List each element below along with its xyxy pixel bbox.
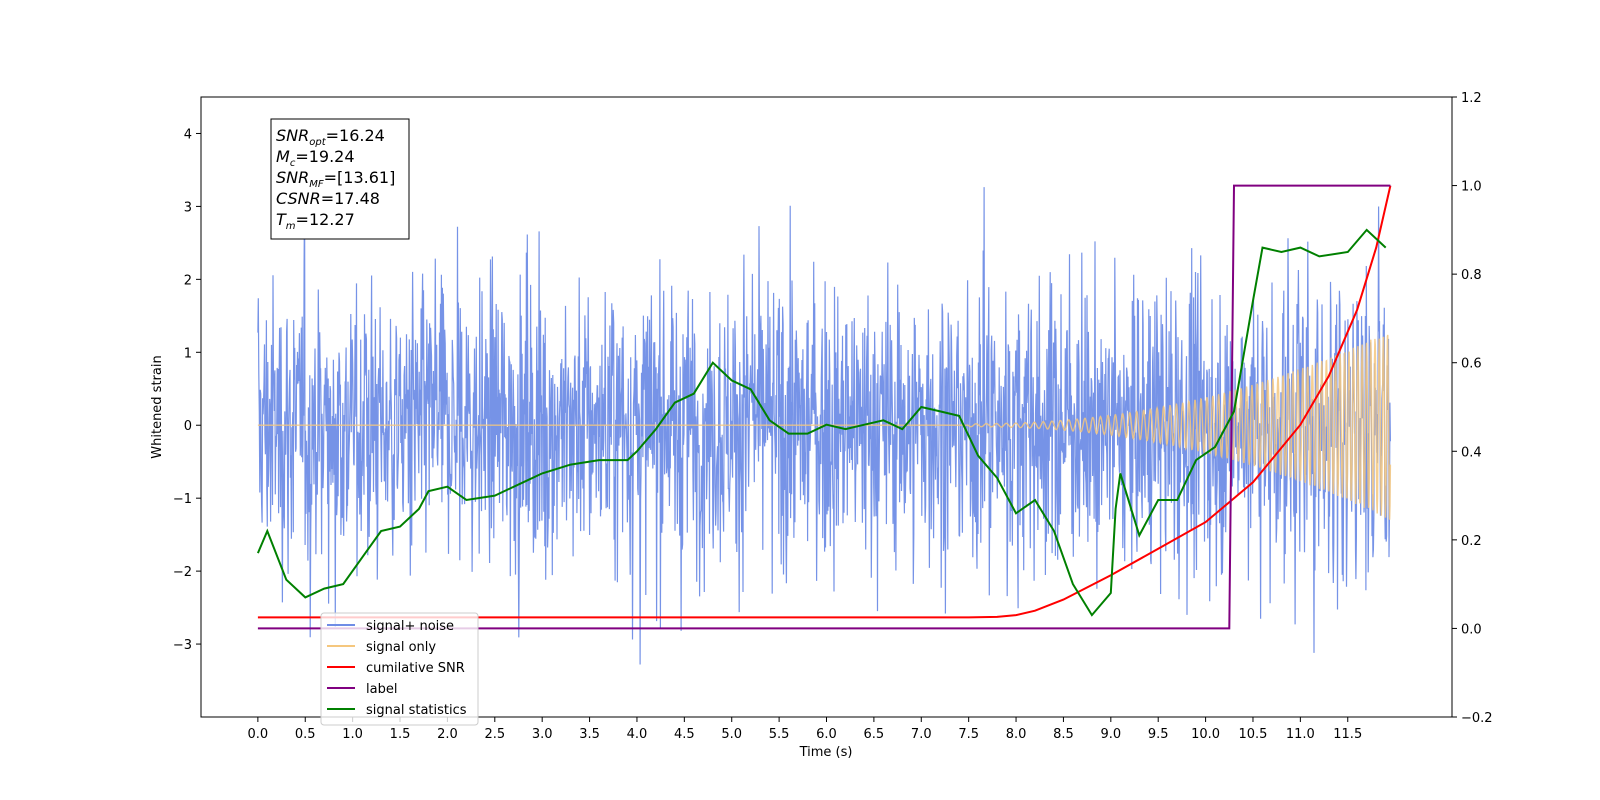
x-tick-label: 4.5 <box>674 727 695 742</box>
x-tick-label: 6.5 <box>864 727 885 742</box>
info-box-frame <box>270 118 410 240</box>
info-line: Tm=12.27 <box>276 210 355 232</box>
info-line: Mc=19.24 <box>276 147 355 169</box>
y-right-tick-label: 0.6 <box>1461 357 1482 372</box>
x-tick-label: 8.5 <box>1053 727 1074 742</box>
y-left-tick-label: 2 <box>184 273 192 288</box>
info-line: SNRopt=16.24 <box>276 126 385 148</box>
x-tick-label: 1.5 <box>390 727 411 742</box>
y-axis-label: Whitened strain <box>150 355 165 458</box>
x-tick-label: 0.5 <box>295 727 316 742</box>
y-right-tick-label: 0.4 <box>1461 445 1482 460</box>
y-left-tick-label: −1 <box>173 492 192 507</box>
info-line: SNRMF=[13.61] <box>276 168 395 190</box>
x-tick-label: 5.0 <box>721 727 742 742</box>
x-tick-label: 10.0 <box>1191 727 1220 742</box>
x-tick-label: 5.5 <box>769 727 790 742</box>
legend-label: signal+ noise <box>366 619 454 634</box>
legend-label: signal statistics <box>366 703 467 718</box>
x-tick-label: 0.0 <box>248 727 269 742</box>
x-tick-label: 3.0 <box>532 727 553 742</box>
x-tick-label: 7.0 <box>911 727 932 742</box>
y-right-tick-label: 1.0 <box>1461 180 1482 195</box>
y-right-tick-label: 0.2 <box>1461 534 1482 549</box>
y-left-tick-label: 3 <box>184 200 192 215</box>
y-left-tick-label: 0 <box>184 419 192 434</box>
legend-label: signal only <box>366 640 436 655</box>
x-tick-label: 6.0 <box>816 727 837 742</box>
x-tick-label: 9.0 <box>1100 727 1121 742</box>
legend-label: cumilative SNR <box>366 661 465 676</box>
x-tick-label: 7.5 <box>958 727 979 742</box>
legend-label: label <box>366 682 397 697</box>
axes-layer: 0.0 0.5 1.0 1.5 2.0 2.5 3.0 3.5 4.0 4.5 5.0 5.5 6.0 6… <box>173 91 1493 742</box>
series-label <box>257 184 1391 630</box>
info-annotation-box: SNRopt=16.24Mc=19.24SNRMF=[13.61]CSNR=17… <box>270 118 410 240</box>
x-tick-label: 2.5 <box>484 727 505 742</box>
x-tick-label: 11.0 <box>1286 727 1315 742</box>
y-right-tick-label: −0.2 <box>1461 711 1493 726</box>
info-line: CSNR=17.48 <box>276 189 380 208</box>
y-right-tick-label: 0.8 <box>1461 268 1482 283</box>
series-signal-noise <box>257 187 1391 665</box>
x-tick-label: 11.5 <box>1333 727 1362 742</box>
x-tick-label: 3.5 <box>579 727 600 742</box>
series-signal-statistics <box>256 228 1387 617</box>
x-tick-label: 2.0 <box>437 727 458 742</box>
x-axis-label: Time (s) <box>799 745 853 760</box>
x-tick-label: 10.5 <box>1239 727 1268 742</box>
y-left-tick-label: 4 <box>184 127 192 142</box>
series-cumulative-snr <box>257 185 1392 619</box>
y-left-tick-label: 1 <box>184 346 192 361</box>
x-tick-label: 8.0 <box>1006 727 1027 742</box>
legend-frame <box>320 612 479 726</box>
x-tick-label: 9.5 <box>1148 727 1169 742</box>
chart-legend: signal+ noise signal only cumilative SNR la… <box>320 612 479 726</box>
y-left-tick-label: −2 <box>173 565 192 580</box>
y-right-tick-label: 0.0 <box>1461 622 1482 637</box>
plot-series-layer <box>256 184 1392 665</box>
x-tick-label: 4.0 <box>627 727 648 742</box>
x-tick-label: 1.0 <box>342 727 363 742</box>
y-right-tick-label: 1.2 <box>1461 91 1482 106</box>
y-left-tick-label: −3 <box>173 638 192 653</box>
